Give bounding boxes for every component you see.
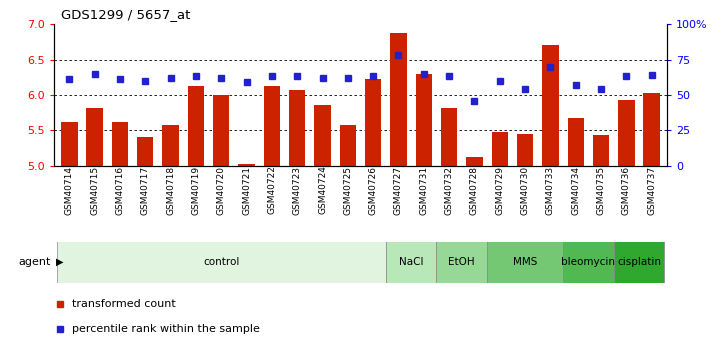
Text: GSM40717: GSM40717 — [141, 166, 150, 215]
Text: GSM40715: GSM40715 — [90, 166, 99, 215]
Text: GSM40726: GSM40726 — [368, 166, 378, 215]
Bar — [567, 118, 584, 166]
Text: GSM40729: GSM40729 — [495, 166, 504, 215]
Bar — [563, 241, 614, 283]
Text: GSM40732: GSM40732 — [445, 166, 454, 215]
Text: NaCl: NaCl — [399, 257, 423, 267]
Bar — [466, 157, 482, 166]
Text: GSM40728: GSM40728 — [470, 166, 479, 215]
Text: GSM40724: GSM40724 — [318, 166, 327, 215]
Text: GSM40719: GSM40719 — [191, 166, 200, 215]
Bar — [618, 100, 634, 166]
Bar — [289, 90, 306, 166]
Text: GDS1299 / 5657_at: GDS1299 / 5657_at — [61, 8, 190, 21]
Text: GSM40723: GSM40723 — [293, 166, 301, 215]
Bar — [239, 164, 255, 166]
Text: MMS: MMS — [513, 257, 537, 267]
Text: agent: agent — [18, 257, 50, 267]
Bar — [314, 106, 331, 166]
Text: GSM40736: GSM40736 — [622, 166, 631, 215]
Bar — [492, 132, 508, 166]
Text: ▶: ▶ — [56, 257, 63, 267]
Text: cisplatin: cisplatin — [617, 257, 661, 267]
Text: GSM40733: GSM40733 — [546, 166, 555, 215]
Text: GSM40720: GSM40720 — [217, 166, 226, 215]
Text: control: control — [203, 257, 239, 267]
Text: GSM40718: GSM40718 — [166, 166, 175, 215]
Bar — [162, 125, 179, 166]
Text: GSM40734: GSM40734 — [571, 166, 580, 215]
Bar — [593, 135, 609, 166]
Bar — [187, 86, 204, 166]
Bar — [415, 74, 432, 166]
Bar — [365, 79, 381, 166]
Bar — [436, 241, 487, 283]
Text: GSM40731: GSM40731 — [420, 166, 428, 215]
Bar — [264, 86, 280, 166]
Text: GSM40727: GSM40727 — [394, 166, 403, 215]
Bar — [112, 122, 128, 166]
Bar — [487, 241, 563, 283]
Text: GSM40725: GSM40725 — [343, 166, 353, 215]
Bar — [386, 241, 436, 283]
Text: GSM40735: GSM40735 — [596, 166, 606, 215]
Text: transformed count: transformed count — [72, 299, 176, 309]
Bar — [87, 108, 103, 166]
Bar — [57, 241, 386, 283]
Text: GSM40716: GSM40716 — [115, 166, 125, 215]
Text: bleomycin: bleomycin — [562, 257, 616, 267]
Bar — [517, 134, 534, 166]
Bar — [213, 95, 229, 166]
Bar — [644, 93, 660, 166]
Text: GSM40714: GSM40714 — [65, 166, 74, 215]
Text: GSM40721: GSM40721 — [242, 166, 251, 215]
Bar — [137, 137, 154, 166]
Text: GSM40737: GSM40737 — [647, 166, 656, 215]
Bar — [614, 241, 664, 283]
Text: GSM40722: GSM40722 — [267, 166, 276, 215]
Bar — [340, 125, 356, 166]
Text: GSM40730: GSM40730 — [521, 166, 530, 215]
Bar — [441, 108, 457, 166]
Bar — [390, 33, 407, 166]
Text: EtOH: EtOH — [448, 257, 475, 267]
Bar — [542, 45, 559, 166]
Bar — [61, 122, 77, 166]
Text: percentile rank within the sample: percentile rank within the sample — [72, 324, 260, 334]
